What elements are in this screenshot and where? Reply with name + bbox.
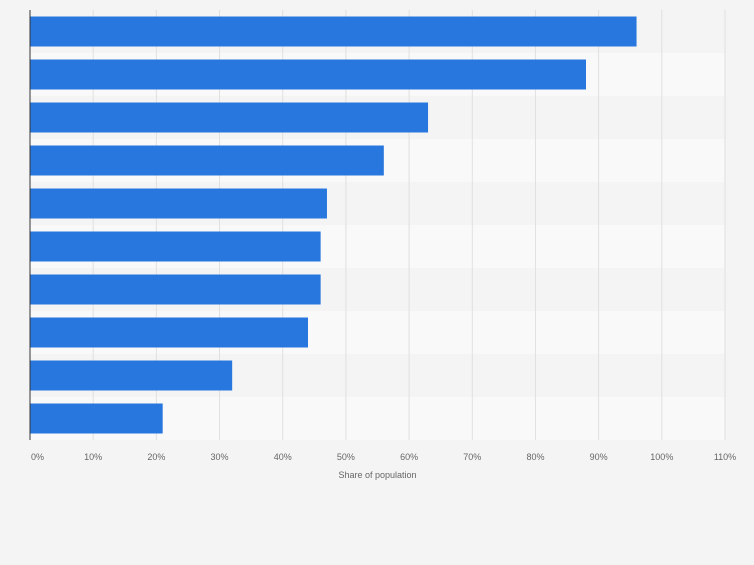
bars <box>30 16 637 434</box>
bar[interactable] <box>30 188 327 219</box>
x-tick-label: 50% <box>337 452 355 462</box>
x-tick-label: 60% <box>400 452 418 462</box>
x-tick-label: 70% <box>463 452 481 462</box>
bar[interactable] <box>30 102 429 133</box>
bar[interactable] <box>30 317 308 348</box>
x-tick-labels: 0% 10% 20% 30% 40% 50% 60% 70% 80% 90% 100% 110% <box>31 452 736 462</box>
x-tick-label: 110% <box>714 452 736 462</box>
x-tick-label: 40% <box>274 452 292 462</box>
x-tick-label: 20% <box>147 452 165 462</box>
x-tick-label: 10% <box>84 452 102 462</box>
x-tick-label: 80% <box>526 452 544 462</box>
x-tick-label: 100% <box>650 452 673 462</box>
bar[interactable] <box>30 59 586 90</box>
x-tick-label: 0% <box>31 452 44 462</box>
x-tick-label: 30% <box>211 452 229 462</box>
bar[interactable] <box>30 145 384 176</box>
bar[interactable] <box>30 231 321 262</box>
bar[interactable] <box>30 16 637 47</box>
bar[interactable] <box>30 403 163 434</box>
x-tick-label: 90% <box>590 452 608 462</box>
bar[interactable] <box>30 360 233 391</box>
x-axis-label: Share of population <box>338 470 416 480</box>
bar[interactable] <box>30 274 321 305</box>
